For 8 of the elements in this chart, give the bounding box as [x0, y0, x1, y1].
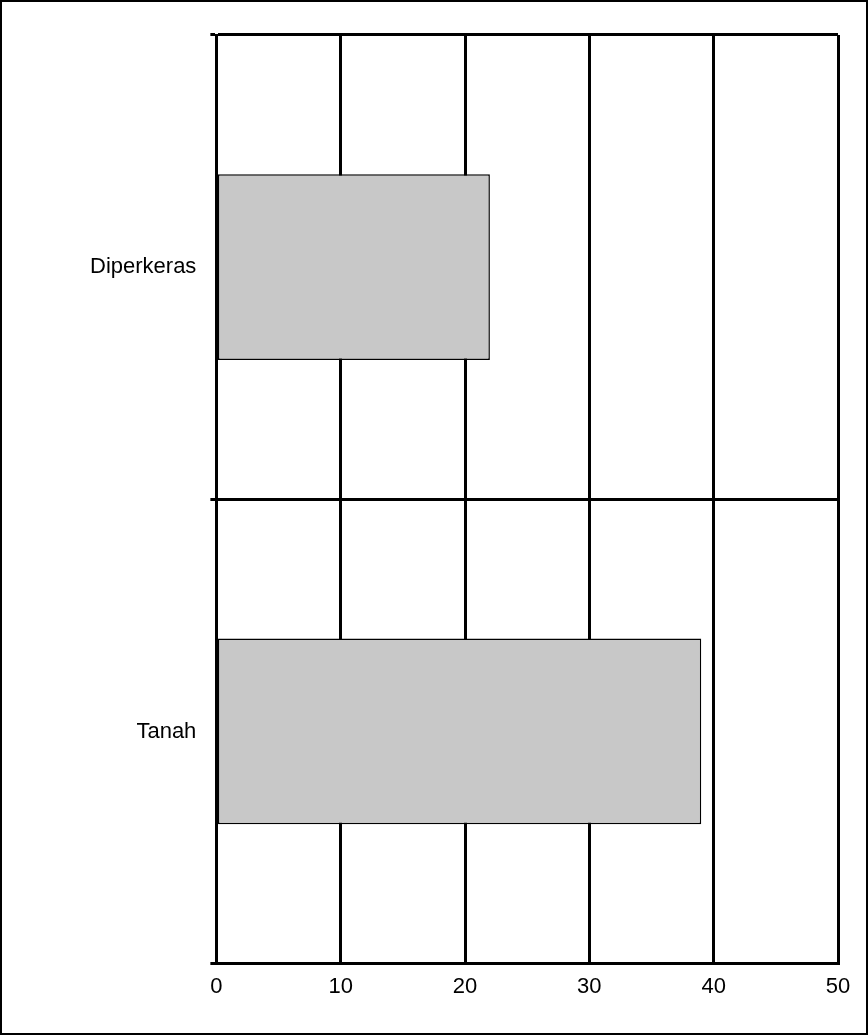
x-tick-label: 10	[328, 972, 353, 998]
x-tick-label: 30	[577, 972, 602, 998]
x-tick-label: 50	[825, 972, 851, 998]
x-tick-label: 0	[210, 972, 223, 998]
x-tick-label: 20	[452, 972, 478, 998]
y-tick-label: Tanah	[136, 717, 197, 743]
y-tick-label: Diperkeras	[89, 253, 197, 279]
x-tick-label: 40	[701, 972, 726, 998]
